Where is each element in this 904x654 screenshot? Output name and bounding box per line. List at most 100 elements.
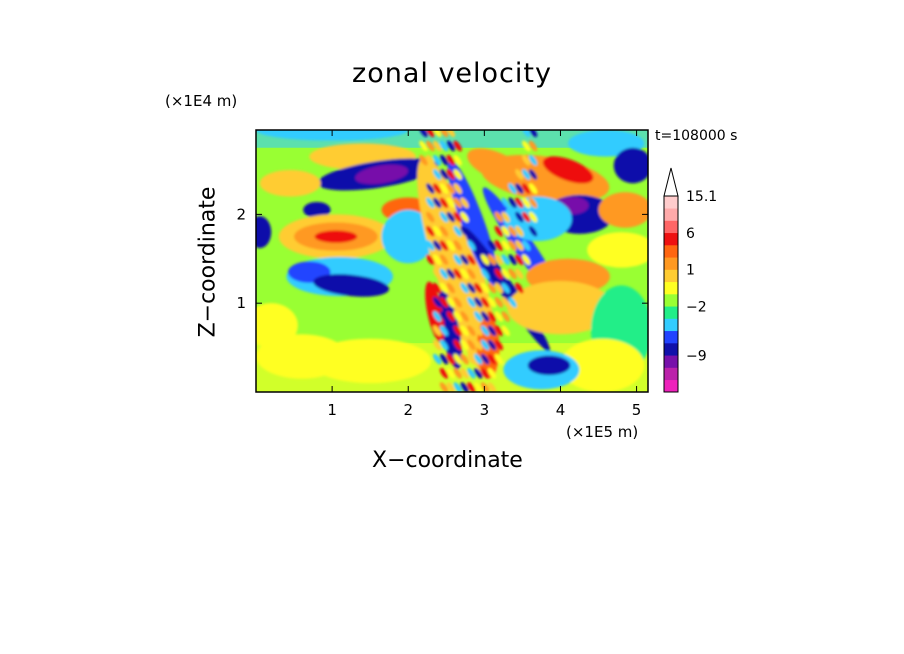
x-axis-title: X−coordinate xyxy=(372,448,523,473)
field-wave-cell xyxy=(419,140,428,152)
field-wave-cell xyxy=(439,325,449,337)
field-feature-16 xyxy=(309,338,432,384)
field-wave-cell xyxy=(480,268,490,280)
field-wave-cell xyxy=(432,197,442,209)
field-wave-cell xyxy=(494,311,503,322)
x-tick-label: 5 xyxy=(632,401,642,419)
field-feature-38 xyxy=(527,355,571,376)
colorbar-frame xyxy=(663,195,679,393)
field-wave-cell xyxy=(480,368,490,379)
field-wave-cell xyxy=(426,211,435,223)
field-wave-cell xyxy=(439,154,449,166)
field-wave-cell xyxy=(467,296,476,308)
field-wave-cell xyxy=(446,282,456,294)
colorbar-label: 6 xyxy=(686,226,695,242)
field-wave-cell xyxy=(426,154,435,166)
colorbar-swatch-11 xyxy=(664,245,678,258)
field-wave-cell xyxy=(467,240,476,251)
field-feature-36 xyxy=(560,338,645,392)
field-wave-cell xyxy=(460,268,469,280)
field-wave-cell xyxy=(419,154,428,166)
field-wave-cell xyxy=(487,240,497,251)
colorbar-label: −9 xyxy=(686,348,707,364)
colorbar-swatch-8 xyxy=(664,281,678,295)
field-wave-cell xyxy=(515,183,524,194)
colorbar-swatch-13 xyxy=(664,220,678,234)
field-wave-cell xyxy=(528,225,538,237)
field-feature-18 xyxy=(417,157,499,379)
field-wave-cell xyxy=(480,311,490,322)
colorbar-swatch-0 xyxy=(664,379,678,393)
field-wave-cell xyxy=(460,339,469,351)
plot-frame xyxy=(255,129,649,393)
field-wave-cell xyxy=(494,325,503,337)
field-wave-cell xyxy=(453,197,462,209)
field-feature-10 xyxy=(256,216,272,249)
field-wave-cell xyxy=(474,311,483,322)
field-wave-cell xyxy=(446,325,456,337)
field-wave-cell xyxy=(446,240,456,251)
field-wave-cell xyxy=(515,254,524,265)
field-wave-cell xyxy=(487,311,497,322)
x-tick-label: 2 xyxy=(403,401,413,419)
field-wave-cell xyxy=(474,268,483,280)
field-wave-cell xyxy=(522,225,531,237)
field-wave-cell xyxy=(522,197,531,209)
field-wave-cell xyxy=(460,211,469,223)
x-tick-label: 4 xyxy=(556,401,566,419)
field-wave-cell xyxy=(446,225,456,237)
field-wave-cell xyxy=(501,225,510,237)
x-axis-ticks: 1 2 3 4 5 xyxy=(327,130,641,419)
field-feature-17 xyxy=(381,209,435,264)
colorbar-label: 15.1 xyxy=(686,189,717,205)
field-wave-cell xyxy=(460,311,469,322)
field-wave-cell xyxy=(501,325,510,337)
field-wave-cell xyxy=(453,325,462,337)
colorbar-swatch-1 xyxy=(664,367,678,381)
field-wave-cell xyxy=(453,169,462,180)
field-wave-cell xyxy=(439,254,449,265)
field-wave-cell xyxy=(515,211,524,223)
field-feature-40 xyxy=(613,147,648,184)
colorbar-swatch-10 xyxy=(664,257,678,270)
field-wave-cell xyxy=(446,140,456,152)
field-wave-cell xyxy=(494,240,503,251)
field-wave-cell xyxy=(522,211,531,223)
field-wave-cell xyxy=(432,211,442,223)
field-wave-cell xyxy=(494,211,503,223)
field-feature-34 xyxy=(507,280,614,335)
field-wave-cell xyxy=(432,169,442,180)
colorbar: 15.1 6 1 −2 −9 xyxy=(663,167,717,393)
field-wave-cell xyxy=(501,254,510,265)
field-feature-3 xyxy=(355,164,408,185)
field-wave-cell xyxy=(467,353,476,365)
field-wave-cell xyxy=(487,382,497,392)
field-wave-cell xyxy=(487,268,497,280)
field-wave-cell xyxy=(426,254,435,265)
field-wave-cell xyxy=(453,211,462,223)
field-wave-cell xyxy=(515,282,524,294)
field-wave-cell xyxy=(432,130,442,138)
field-wave-cell xyxy=(508,282,517,294)
field-wave-cell xyxy=(453,353,462,365)
field-feature-4 xyxy=(259,169,321,197)
colorbar-swatch-4 xyxy=(664,330,678,344)
field-wave-cell xyxy=(494,353,503,365)
field-wave-cell xyxy=(522,254,531,265)
field-wave-cell xyxy=(480,325,490,337)
field-wave-cell xyxy=(528,154,538,166)
y-tick-label: 2 xyxy=(236,205,246,223)
field-wave-cell xyxy=(460,325,469,337)
field-wave-cell xyxy=(528,140,538,152)
field-wave-cell xyxy=(508,183,517,194)
field-wave-cell xyxy=(446,169,456,180)
field-wave-cell xyxy=(426,140,435,152)
field-wave-cell xyxy=(474,353,483,365)
field-wave-cell xyxy=(474,296,483,308)
field-wave-cell xyxy=(487,353,497,365)
field-wave-cell xyxy=(515,197,524,209)
field-wave-cell xyxy=(439,382,449,392)
field-wave-cell xyxy=(432,282,442,294)
y-axis-ticks: 12 xyxy=(236,205,648,312)
